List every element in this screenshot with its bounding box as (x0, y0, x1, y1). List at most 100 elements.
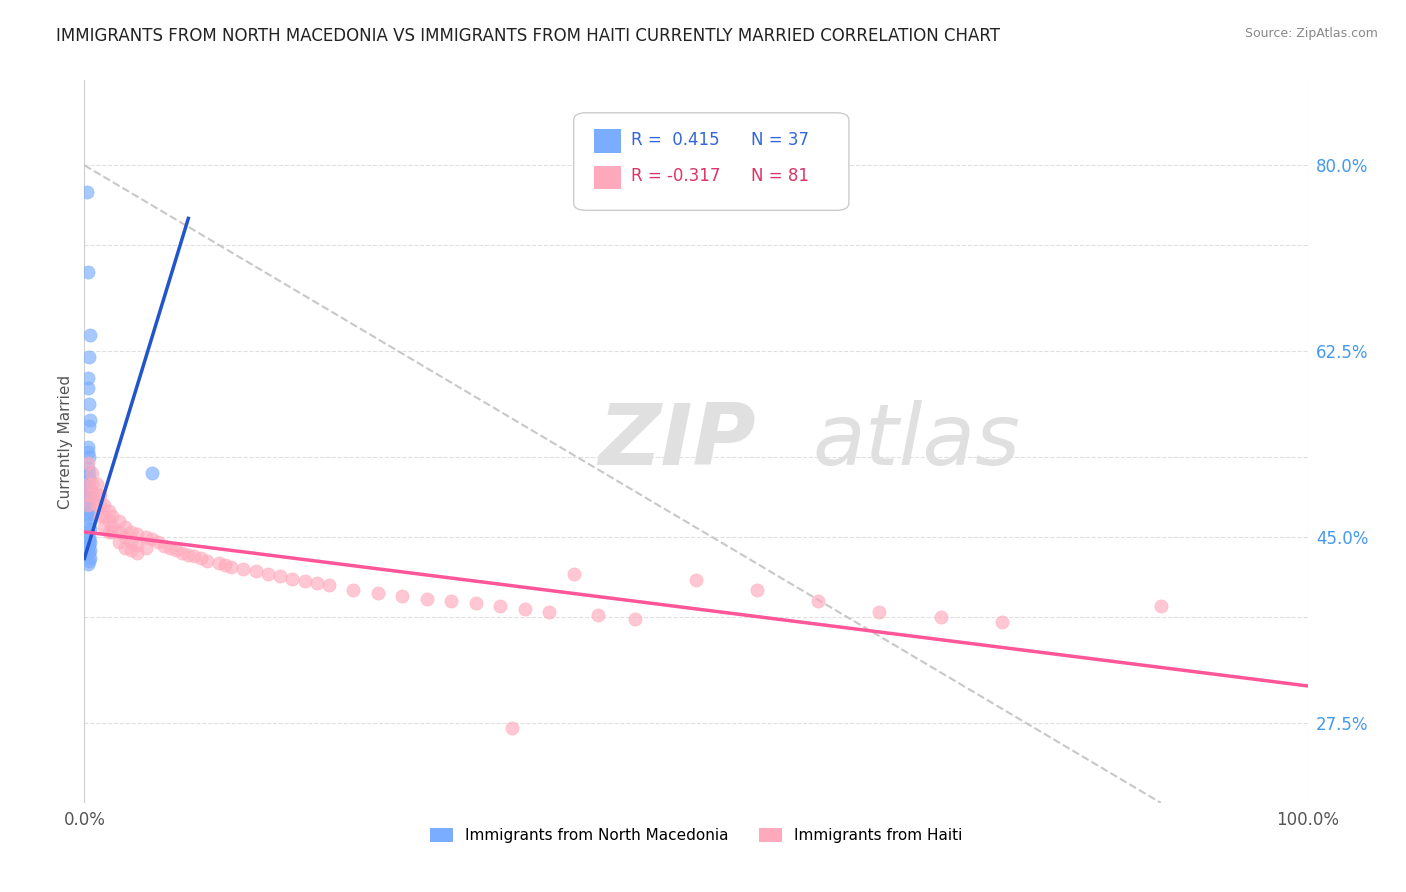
Point (807, 594, 830, 608)
Point (440, 594, 463, 608)
Point (86, 477, 108, 491)
Point (214, 558, 236, 572)
Point (141, 467, 163, 481)
Point (77, 553, 100, 567)
Point (79, 328, 101, 343)
Point (93, 508, 115, 523)
Point (77, 530, 100, 544)
Point (305, 575, 328, 590)
Point (183, 549, 205, 564)
Point (80, 477, 103, 491)
Text: R =  0.415: R = 0.415 (631, 131, 720, 149)
Point (77, 541, 100, 555)
Point (77, 461, 100, 475)
FancyBboxPatch shape (595, 166, 621, 189)
Point (991, 615, 1014, 630)
Point (77, 498, 100, 512)
Point (77, 498, 100, 512)
Point (1150, 599, 1173, 614)
Text: R = -0.317: R = -0.317 (631, 168, 720, 186)
Point (77, 381, 100, 395)
Point (502, 722, 524, 736)
Point (141, 533, 163, 547)
Point (77, 264, 100, 278)
Point (120, 535, 142, 549)
Point (342, 583, 364, 598)
Point (107, 535, 129, 549)
Point (77, 533, 100, 548)
Point (77, 524, 100, 539)
Point (77, 546, 100, 560)
Text: N = 81: N = 81 (751, 168, 808, 186)
Point (77, 477, 100, 491)
Point (97, 514, 120, 528)
Point (114, 519, 136, 533)
Point (464, 596, 486, 610)
Point (177, 548, 200, 562)
Point (77, 517, 100, 532)
Text: Source: ZipAtlas.com: Source: ZipAtlas.com (1244, 27, 1378, 40)
Point (77, 371, 100, 385)
Point (120, 542, 142, 557)
Point (77, 507, 100, 521)
Point (77, 472, 100, 486)
Point (153, 539, 176, 553)
Point (101, 508, 124, 523)
Point (125, 538, 148, 552)
Point (232, 562, 254, 576)
Point (101, 524, 124, 539)
Point (77, 493, 100, 508)
Point (97, 524, 120, 539)
Point (165, 542, 187, 557)
Point (77, 483, 100, 497)
Y-axis label: Currently Married: Currently Married (58, 375, 73, 508)
Point (77, 488, 100, 502)
Point (79, 551, 101, 566)
Point (79, 535, 101, 549)
Point (77, 477, 100, 491)
Point (79, 522, 101, 536)
Text: ZIP: ZIP (598, 400, 756, 483)
Point (269, 569, 291, 583)
Point (79, 503, 101, 517)
Point (114, 530, 136, 544)
FancyBboxPatch shape (574, 112, 849, 211)
Point (86, 498, 108, 512)
Point (135, 541, 157, 555)
Point (125, 546, 148, 560)
Point (80, 467, 103, 481)
Point (172, 546, 194, 560)
Point (77, 445, 100, 459)
Point (107, 524, 129, 539)
Point (101, 519, 124, 533)
Point (416, 591, 439, 606)
Point (77, 440, 100, 454)
Point (86, 488, 108, 502)
Point (89, 498, 111, 512)
Point (929, 610, 952, 624)
Point (93, 519, 115, 533)
Point (208, 556, 231, 570)
Point (77, 456, 100, 470)
Point (294, 574, 316, 588)
Point (97, 503, 120, 517)
Point (318, 578, 340, 592)
Point (685, 573, 707, 587)
Point (89, 508, 111, 523)
Text: IMMIGRANTS FROM NORTH MACEDONIA VS IMMIGRANTS FROM HAITI CURRENTLY MARRIED CORRE: IMMIGRANTS FROM NORTH MACEDONIA VS IMMIG… (56, 27, 1000, 45)
Point (245, 564, 267, 578)
Point (195, 553, 218, 567)
Point (538, 605, 561, 619)
Point (107, 514, 129, 528)
Point (77, 350, 100, 364)
Legend: Immigrants from North Macedonia, Immigrants from Haiti: Immigrants from North Macedonia, Immigra… (423, 822, 969, 849)
Point (77, 557, 100, 571)
Point (120, 524, 142, 539)
Point (77, 450, 100, 465)
Point (869, 605, 891, 619)
Point (80, 488, 103, 502)
Point (190, 551, 212, 566)
Text: atlas: atlas (813, 400, 1021, 483)
Point (747, 583, 769, 598)
Point (114, 541, 136, 555)
